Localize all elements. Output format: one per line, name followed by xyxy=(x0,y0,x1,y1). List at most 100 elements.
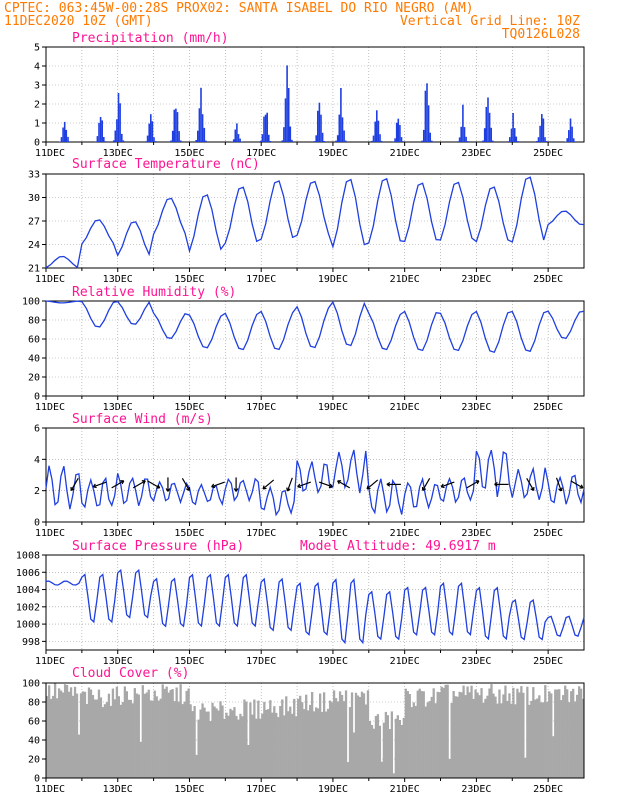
cloud-cover-bar xyxy=(400,725,403,778)
y-tick-label: 24 xyxy=(28,240,40,251)
wind-title: Surface Wind (m/s) xyxy=(72,412,213,427)
wind-arrow-shaft xyxy=(466,480,480,489)
cloud-cover-bar xyxy=(520,686,523,778)
cloud-cover-bar xyxy=(546,702,549,778)
cloud-cover-bar xyxy=(57,688,61,778)
cloud-cover-bar xyxy=(448,758,451,778)
x-tick-label: 13DEC xyxy=(103,274,133,285)
cloud-cover-bar xyxy=(446,684,449,778)
cloud-cover-bar xyxy=(87,687,91,778)
cloud-cover-bar xyxy=(458,691,461,778)
cloud-cover-bar xyxy=(528,704,531,778)
cloud-cover-bar xyxy=(464,695,467,778)
y-tick-label: 2 xyxy=(34,100,40,111)
x-tick-label: 13DEC xyxy=(103,656,133,667)
precip-bar xyxy=(289,126,292,142)
x-tick-label: 25DEC xyxy=(533,656,563,667)
cloud-cover-bar xyxy=(582,698,585,778)
cloud-cover-bar xyxy=(125,691,128,778)
cloud-cover-bar xyxy=(452,691,455,778)
precip-bar xyxy=(564,141,567,142)
cloud-cover-bar xyxy=(159,698,162,778)
precip-bar xyxy=(99,117,102,142)
precip-bar xyxy=(103,137,105,142)
cloud-cover-bar xyxy=(299,695,302,778)
cloud-cover-bar xyxy=(408,694,411,778)
precip-bar xyxy=(458,137,461,142)
y-tick-label: 1 xyxy=(34,119,40,130)
cloud-cover-bar xyxy=(47,685,51,778)
wind-arrow-head xyxy=(366,485,371,490)
cloud-cover-bar xyxy=(480,688,483,778)
y-tick-label: 80 xyxy=(28,316,40,327)
cloud-cover-bar xyxy=(155,696,158,778)
cloud-cover-bar xyxy=(426,702,429,778)
wind-direction-arrow xyxy=(286,477,293,492)
wind-arrow-head xyxy=(475,480,480,485)
cloud-cover-bar xyxy=(370,725,374,778)
cloud-cover-bar xyxy=(372,728,376,778)
cloud-cover-bar xyxy=(103,704,107,778)
precip-bar xyxy=(431,140,433,142)
precip-bar xyxy=(104,141,107,142)
precip-bar xyxy=(95,141,97,142)
x-tick-label: 23DEC xyxy=(461,274,491,285)
precip-bar xyxy=(338,114,341,142)
y-tick-label: 40 xyxy=(28,354,40,365)
precip-bar xyxy=(399,125,401,142)
wind-arrow-head xyxy=(286,487,291,492)
x-tick-label: 15DEC xyxy=(174,148,204,159)
cloud-cover-bar xyxy=(424,706,427,778)
cloud-cover-bar xyxy=(420,691,423,778)
cloud-cover-bar xyxy=(502,694,505,778)
precip-bar xyxy=(421,140,423,142)
x-tick-label: 17DEC xyxy=(246,784,276,795)
wind-arrow-shaft xyxy=(526,478,535,491)
precip-bar xyxy=(462,104,464,142)
precip-bar xyxy=(264,114,267,142)
wind-direction-arrow xyxy=(92,481,107,489)
cloud-cover-bar xyxy=(500,703,503,778)
cloud-cover-bar xyxy=(540,702,543,778)
y-tick-label: 27 xyxy=(28,217,40,228)
cloud-cover-bar xyxy=(129,699,132,778)
cloud-cover-bar xyxy=(119,704,123,778)
precip-bar xyxy=(400,137,403,142)
cloud-cover-bar xyxy=(117,696,121,778)
cloud-cover-bar xyxy=(468,692,471,778)
precip-bar xyxy=(176,112,179,142)
cloud-cover-bar xyxy=(301,702,304,778)
precip-bar xyxy=(232,139,235,142)
x-tick-label: 15DEC xyxy=(174,402,204,413)
cloud-cover-bar xyxy=(175,687,178,778)
cloud-cover-bar xyxy=(338,691,342,778)
cloud-cover-bar xyxy=(576,694,579,778)
cloud-cover-bar xyxy=(59,690,63,778)
wind-arrow-shaft xyxy=(111,480,125,489)
precip-bar xyxy=(203,127,206,142)
precip-bar xyxy=(237,134,240,142)
x-tick-label: 13DEC xyxy=(103,402,133,413)
precip-bar xyxy=(487,97,489,142)
cloud-cover-bar xyxy=(229,708,232,778)
wind-direction-arrow xyxy=(494,482,509,487)
cloud-cover-bar xyxy=(135,693,138,778)
cloud-cover-bar xyxy=(550,693,553,778)
x-tick-label: 11DEC xyxy=(35,402,65,413)
x-tick-label: 11DEC xyxy=(35,656,65,667)
temperature-panel: Surface Temperature (nC) 21 24 27 30 33 11DEC… xyxy=(28,157,585,285)
cloud-cover-bar xyxy=(205,711,208,778)
precip-bar xyxy=(178,131,180,142)
precip-bar xyxy=(427,105,430,142)
cloud-cover-bar xyxy=(213,706,216,778)
cloud-cover-bar xyxy=(542,702,545,778)
cloud-cover-bar xyxy=(207,711,210,778)
cloud-cover-bar xyxy=(97,689,101,778)
x-tick-label: 19DEC xyxy=(318,402,348,413)
precip-bar xyxy=(180,140,182,142)
precip-bar xyxy=(63,121,66,142)
cloud-cover-bar xyxy=(253,699,256,778)
precip-bar xyxy=(568,130,570,142)
x-tick-label: 17DEC xyxy=(246,528,276,539)
wind-direction-arrow xyxy=(440,481,455,489)
